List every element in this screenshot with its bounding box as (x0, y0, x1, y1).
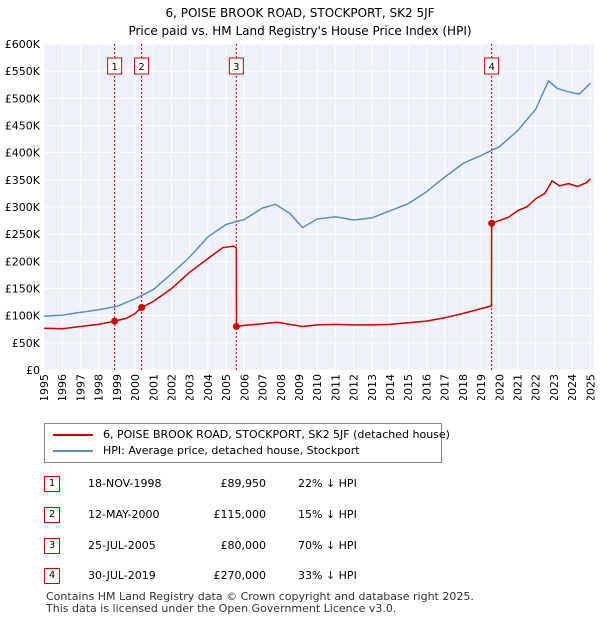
legend-swatch-hpi (53, 450, 93, 452)
sale-price: £89,950 (220, 477, 267, 490)
x-tick-label: 2021 (512, 374, 525, 400)
x-tick-label: 2001 (147, 374, 160, 400)
legend-item-property: 6, POISE BROOK ROAD, STOCKPORT, SK2 5JF … (53, 427, 450, 443)
x-tick-label: 2015 (402, 374, 415, 400)
sale-marker-label: 3 (233, 62, 239, 73)
sale-marker-box (134, 57, 150, 75)
x-tick-label: 2007 (257, 374, 270, 400)
footer-copyright: Contains HM Land Registry data © Crown c… (46, 590, 474, 603)
sale-hpi-diff: 15% ↓ HPI (298, 508, 357, 521)
x-tick-label: 2024 (566, 374, 579, 400)
sale-date: 18-NOV-1998 (88, 477, 162, 490)
y-tick-label: £0 (26, 364, 40, 377)
sale-hpi-diff: 70% ↓ HPI (298, 539, 357, 552)
sale-price: £80,000 (220, 539, 267, 552)
sale-number-badge: 1 (44, 476, 60, 492)
x-tick-label: 2011 (329, 374, 342, 400)
x-tick-label: 2014 (384, 374, 397, 400)
x-tick-label: 1995 (38, 374, 51, 400)
sale-hpi-diff: 33% ↓ HPI (298, 569, 357, 582)
sale-number-badge: 4 (44, 568, 60, 584)
sale-marker-label: 2 (138, 62, 144, 73)
x-tick-label: 2012 (348, 374, 361, 400)
y-tick-label: £150K (5, 283, 41, 296)
y-tick-label: £50K (12, 337, 41, 350)
series-line (43, 178, 591, 330)
legend: 6, POISE BROOK ROAD, STOCKPORT, SK2 5JF … (44, 423, 450, 463)
legend-label-hpi: HPI: Average price, detached house, Stoc… (103, 444, 360, 457)
legend-item-hpi: HPI: Average price, detached house, Stoc… (53, 443, 360, 459)
x-tick-label: 2025 (584, 374, 597, 400)
y-tick-label: £500K (5, 92, 41, 105)
x-tick-label: 1999 (111, 374, 124, 400)
sale-number-badge: 2 (44, 507, 60, 523)
x-tick-label: 1998 (93, 374, 106, 400)
sale-marker-point (111, 317, 119, 325)
sale-date: 25-JUL-2005 (88, 539, 156, 552)
x-tick-label: 2005 (220, 374, 233, 400)
x-tick-label: 1997 (74, 374, 87, 400)
y-tick-label: £400K (5, 147, 41, 160)
x-tick-label: 2020 (493, 374, 506, 400)
sale-marker-box (107, 57, 123, 75)
y-tick-label: £250K (5, 228, 41, 241)
sale-date: 12-MAY-2000 (88, 508, 160, 521)
sale-date: 30-JUL-2019 (88, 569, 156, 582)
sale-marker-box (228, 57, 244, 75)
y-tick-label: £200K (5, 255, 41, 268)
sale-number-badge: 3 (44, 538, 60, 554)
legend-label-property: 6, POISE BROOK ROAD, STOCKPORT, SK2 5JF … (103, 428, 450, 441)
sale-hpi-diff: 22% ↓ HPI (298, 477, 357, 490)
price-chart: £0 £50K £100K £150K £200K £250K £300K £350K £400… (5, 38, 598, 400)
sale-marker-box (484, 57, 500, 75)
legend-swatch-property (53, 434, 93, 436)
x-tick-label: 2002 (165, 374, 178, 400)
x-tick-label: 2018 (457, 374, 470, 400)
x-tick-label: 2022 (530, 374, 543, 400)
y-tick-label: £600K (5, 38, 41, 51)
chart-subtitle: Price paid vs. HM Land Registry's House … (128, 24, 472, 38)
x-tick-label: 2000 (129, 374, 142, 400)
x-tick-label: 2006 (238, 374, 251, 400)
sale-price: £115,000 (213, 508, 267, 521)
x-tick-label: 2023 (548, 374, 561, 400)
sale-marker-label: 1 (111, 62, 117, 73)
sale-marker-point (232, 323, 240, 331)
x-tick-label: 2013 (366, 374, 379, 400)
x-tick-label: 2010 (311, 374, 324, 400)
x-tick-label: 2019 (475, 374, 488, 400)
sale-marker-point (138, 304, 146, 312)
x-tick-label: 2016 (420, 374, 433, 400)
sale-marker-label: 4 (488, 62, 494, 73)
y-tick-label: £450K (5, 120, 41, 133)
sale-price: £270,000 (213, 569, 267, 582)
x-tick-label: 2017 (439, 374, 452, 400)
footer-license: This data is licensed under the Open Gov… (46, 602, 397, 615)
sale-marker-point (488, 219, 496, 227)
y-tick-label: £550K (5, 65, 41, 78)
y-tick-label: £100K (5, 310, 41, 323)
y-tick-label: £350K (5, 174, 41, 187)
x-tick-label: 1996 (56, 374, 69, 400)
x-tick-label: 2008 (275, 374, 288, 400)
series-line (43, 79, 591, 317)
y-tick-label: £300K (5, 201, 41, 214)
x-tick-label: 2003 (184, 374, 197, 400)
x-tick-label: 2009 (293, 374, 306, 400)
chart-title: 6, POISE BROOK ROAD, STOCKPORT, SK2 5JF (165, 6, 435, 20)
x-tick-label: 2004 (202, 374, 215, 400)
